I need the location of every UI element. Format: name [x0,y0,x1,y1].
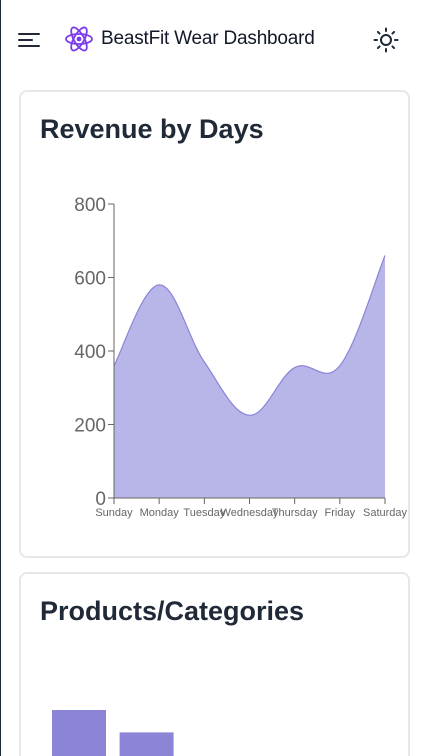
revenue-card: Revenue by Days 0 200 400 600 800 Sunday Monda… [19,90,410,558]
revenue-y-tick-label: 600 [74,269,106,290]
app-title: BeastFit Wear Dashboard [101,28,315,49]
sun-icon[interactable] [372,26,400,54]
atom-logo-icon [65,26,93,52]
revenue-x-tick-label: Saturday [363,507,408,519]
left-border-line [0,0,1,756]
revenue-x-tick-label: Monday [140,507,180,519]
revenue-x-tick-label: Friday [325,507,356,519]
app-header: BeastFit Wear Dashboard [0,0,428,80]
hamburger-menu-icon[interactable] [16,27,42,53]
products-card: Products/Categories [19,572,410,756]
revenue-area-chart: 0 200 400 600 800 Sunday Monday TuesdayWednesda… [74,195,408,519]
products-card-title: Products/Categories [40,596,305,626]
revenue-x-tick-label: Thursday [272,507,318,519]
revenue-y-tick-label: 400 [74,342,106,363]
revenue-line [113,255,386,416]
revenue-x-tick-label: Wednesday [221,507,279,519]
products-bar[interactable] [119,732,174,756]
revenue-card-title: Revenue by Days [40,114,264,144]
revenue-y-tick-label: 200 [74,416,106,437]
revenue-y-tick-label: 0 [95,489,106,510]
brand[interactable]: BeastFit Wear Dashboard [64,24,315,54]
products-bar[interactable] [52,710,106,756]
revenue-area [114,255,385,498]
revenue-x-tick-label: Tuesday [183,507,225,519]
revenue-y-tick-label: 800 [74,195,106,216]
products-bar-chart [52,710,174,756]
revenue-x-tick-label: Sunday [95,507,133,519]
